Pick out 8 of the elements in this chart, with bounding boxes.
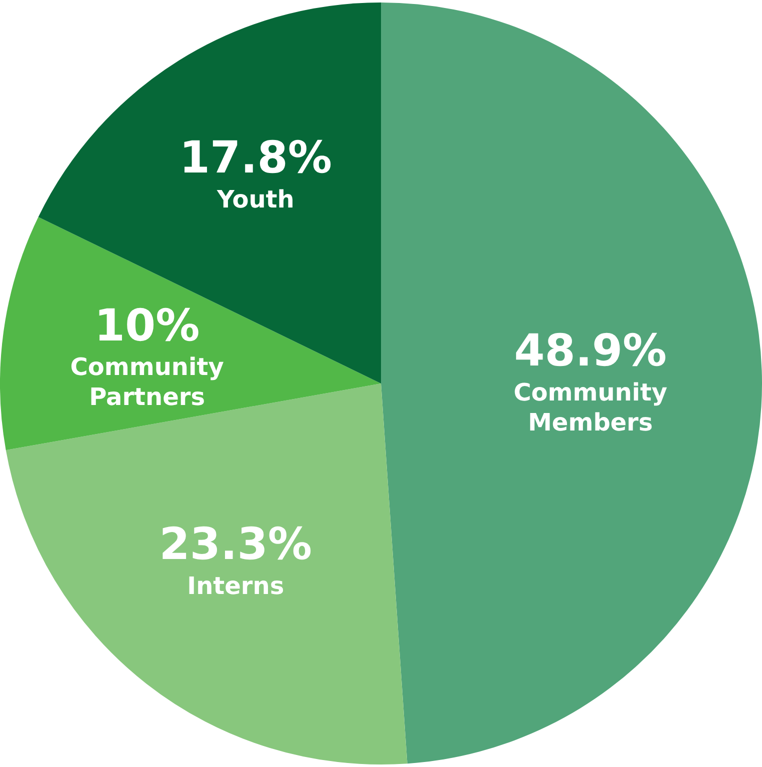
slice-label: Youth xyxy=(216,185,294,214)
slice-label: Community Partners xyxy=(70,353,224,412)
slice-label: Community Members xyxy=(514,378,668,436)
data-label: 23.3% xyxy=(159,519,312,570)
data-label: 10% xyxy=(94,300,200,352)
slice-label: Interns xyxy=(187,572,284,600)
data-label: 17.8% xyxy=(179,132,332,184)
data-label: 48.9% xyxy=(514,326,667,377)
